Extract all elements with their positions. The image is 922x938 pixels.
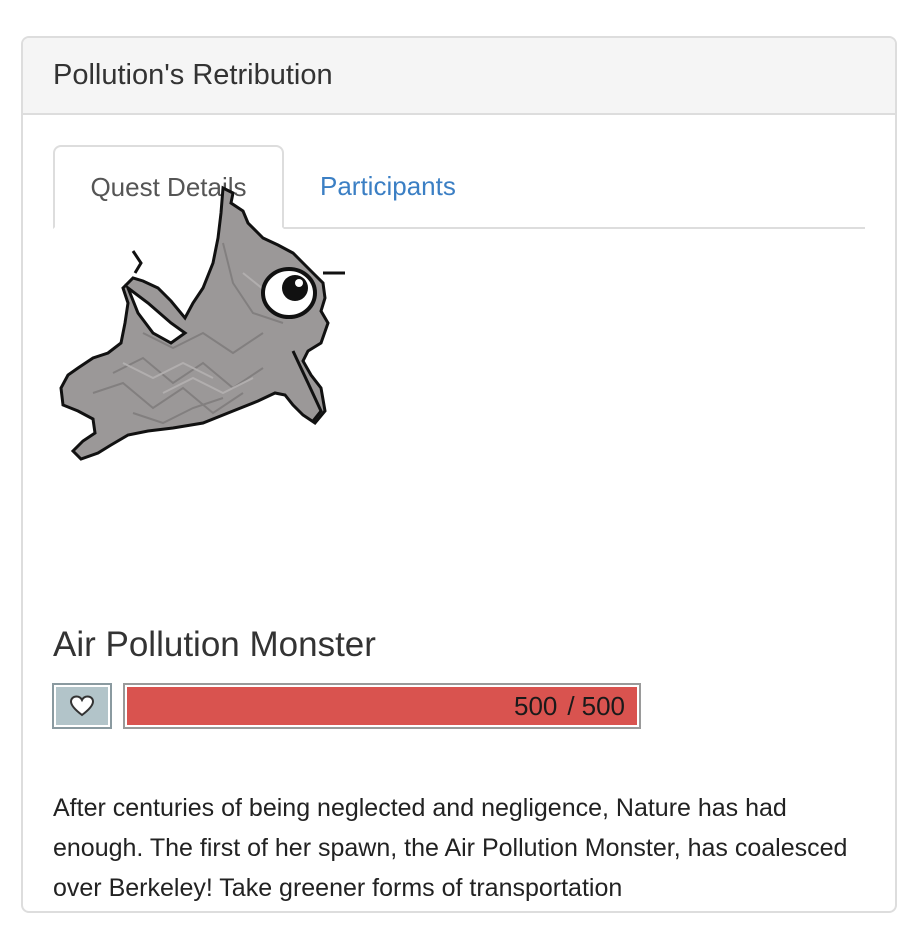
heart-outline-icon [70,695,94,717]
boss-health-bar: 500 / 500 [123,683,641,729]
boss-health-fill: 500 / 500 [127,687,637,725]
quest-description: After centuries of being neglected and n… [53,794,848,902]
hp-max: 500 [581,690,625,721]
quest-title: Pollution's Retribution [23,38,895,115]
boss-name: Air Pollution Monster [53,625,376,664]
health-heart-badge [52,683,112,729]
boss-health-row: 500 / 500 [52,683,641,729]
tab-participants[interactable]: Participants [320,170,456,201]
quest-panel: Pollution's Retribution Quest Details Pa… [21,36,897,913]
hp-separator: / [567,690,575,721]
air-pollution-monster-image [59,185,345,461]
hp-current: 500 [513,690,558,721]
